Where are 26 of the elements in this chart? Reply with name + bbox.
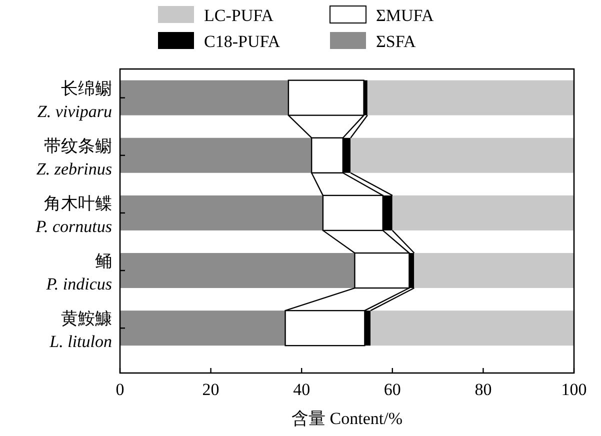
legend-label: C18-PUFA — [204, 32, 281, 51]
y-tick-label: 角木叶鲽 P. cornutus — [34, 194, 112, 236]
legend-label: LC-PUFA — [204, 6, 274, 25]
bar — [120, 138, 312, 173]
x-tick-label: 60 — [384, 380, 401, 399]
bar — [392, 195, 574, 230]
y-tick-label: 长绵鳚 Z. viviparu — [37, 78, 112, 121]
bar — [414, 253, 574, 288]
x-tick-label: 0 — [116, 380, 124, 399]
bar — [367, 80, 574, 116]
y-tick-label: 带纹条鳚 Z. zebrinus — [36, 136, 112, 178]
x-tick-label: 80 — [474, 380, 492, 399]
bar — [370, 310, 574, 346]
x-axis-title: 含量 Content/% — [292, 409, 402, 428]
bar — [350, 138, 574, 173]
bar — [120, 80, 288, 116]
bar — [120, 253, 355, 288]
legend-label: ΣMUFA — [376, 6, 434, 25]
bar — [120, 310, 286, 346]
y-tick-label: 鲬 P. indicus — [45, 252, 112, 294]
x-tick-label: 40 — [293, 380, 310, 399]
x-tick-label: 20 — [202, 380, 220, 399]
bar — [120, 195, 323, 230]
x-tick-label: 100 — [561, 380, 587, 399]
legend-label: ΣSFA — [376, 32, 417, 51]
y-tick-label: 黄鮟鱇 L. litulon — [48, 309, 112, 352]
